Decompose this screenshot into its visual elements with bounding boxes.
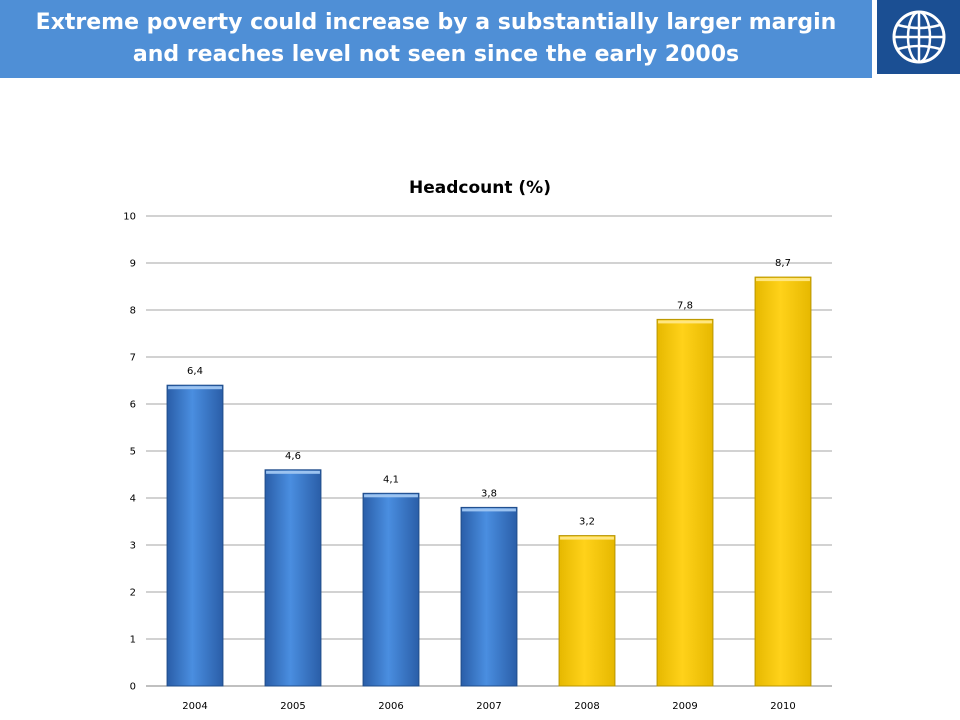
x-tick-label: 2005	[280, 701, 305, 712]
bar-2009	[656, 318, 714, 687]
bar-2007	[460, 506, 518, 687]
x-tick-label: 2010	[770, 701, 795, 712]
y-axis-ticks: 0 1 2 3 4 5 6 7 8 9 10	[123, 212, 136, 693]
bar-highlight	[756, 278, 810, 282]
x-tick-label: 2008	[574, 701, 599, 712]
slide-title-line-2: and reaches level not seen since the ear…	[132, 42, 740, 67]
bar-highlight	[266, 470, 320, 474]
y-tick-label: 9	[130, 259, 136, 270]
x-tick-label: 2004	[182, 701, 207, 712]
y-tick-label: 8	[130, 306, 136, 317]
y-tick-label: 7	[130, 353, 136, 364]
bar-highlight	[364, 494, 418, 498]
y-tick-label: 2	[130, 588, 136, 599]
bar-2010	[754, 276, 812, 687]
data-label: 6,4	[187, 366, 203, 377]
bar-2008	[558, 535, 616, 687]
x-tick-label: 2007	[476, 701, 501, 712]
data-label: 3,8	[481, 488, 497, 499]
x-axis-ticks: 2004 2005 2006 2007 2008 2009 2010	[182, 701, 795, 712]
data-labels: 6,4 4,6 4,1 3,8 3,2 7,8 8,7	[187, 258, 791, 527]
bar-highlight	[560, 536, 614, 540]
y-tick-label: 10	[123, 212, 136, 223]
slide-title-line-1: Extreme poverty could increase by a subs…	[35, 10, 837, 35]
bars	[166, 276, 812, 687]
data-label: 4,6	[285, 451, 301, 462]
bar-2005	[264, 469, 322, 687]
world-bank-logo	[877, 0, 960, 74]
bar-highlight	[462, 508, 516, 512]
bar-2006	[362, 492, 420, 687]
data-label: 8,7	[775, 258, 791, 269]
x-tick-label: 2009	[672, 701, 697, 712]
bar-highlight	[658, 320, 712, 324]
y-tick-label: 0	[130, 682, 136, 693]
title-banner: Extreme poverty could increase by a subs…	[0, 0, 872, 78]
y-tick-label: 6	[130, 400, 136, 411]
bar-highlight	[168, 386, 222, 390]
globe-icon	[892, 10, 945, 64]
data-label: 3,2	[579, 517, 595, 528]
y-tick-label: 1	[130, 635, 136, 646]
bar-2004	[166, 384, 224, 687]
y-tick-label: 3	[130, 541, 136, 552]
x-tick-label: 2006	[378, 701, 403, 712]
data-label: 4,1	[383, 474, 399, 485]
y-tick-label: 4	[130, 494, 136, 505]
chart-title: Headcount (%)	[409, 178, 551, 198]
y-tick-label: 5	[130, 447, 136, 458]
data-label: 7,8	[677, 300, 693, 311]
